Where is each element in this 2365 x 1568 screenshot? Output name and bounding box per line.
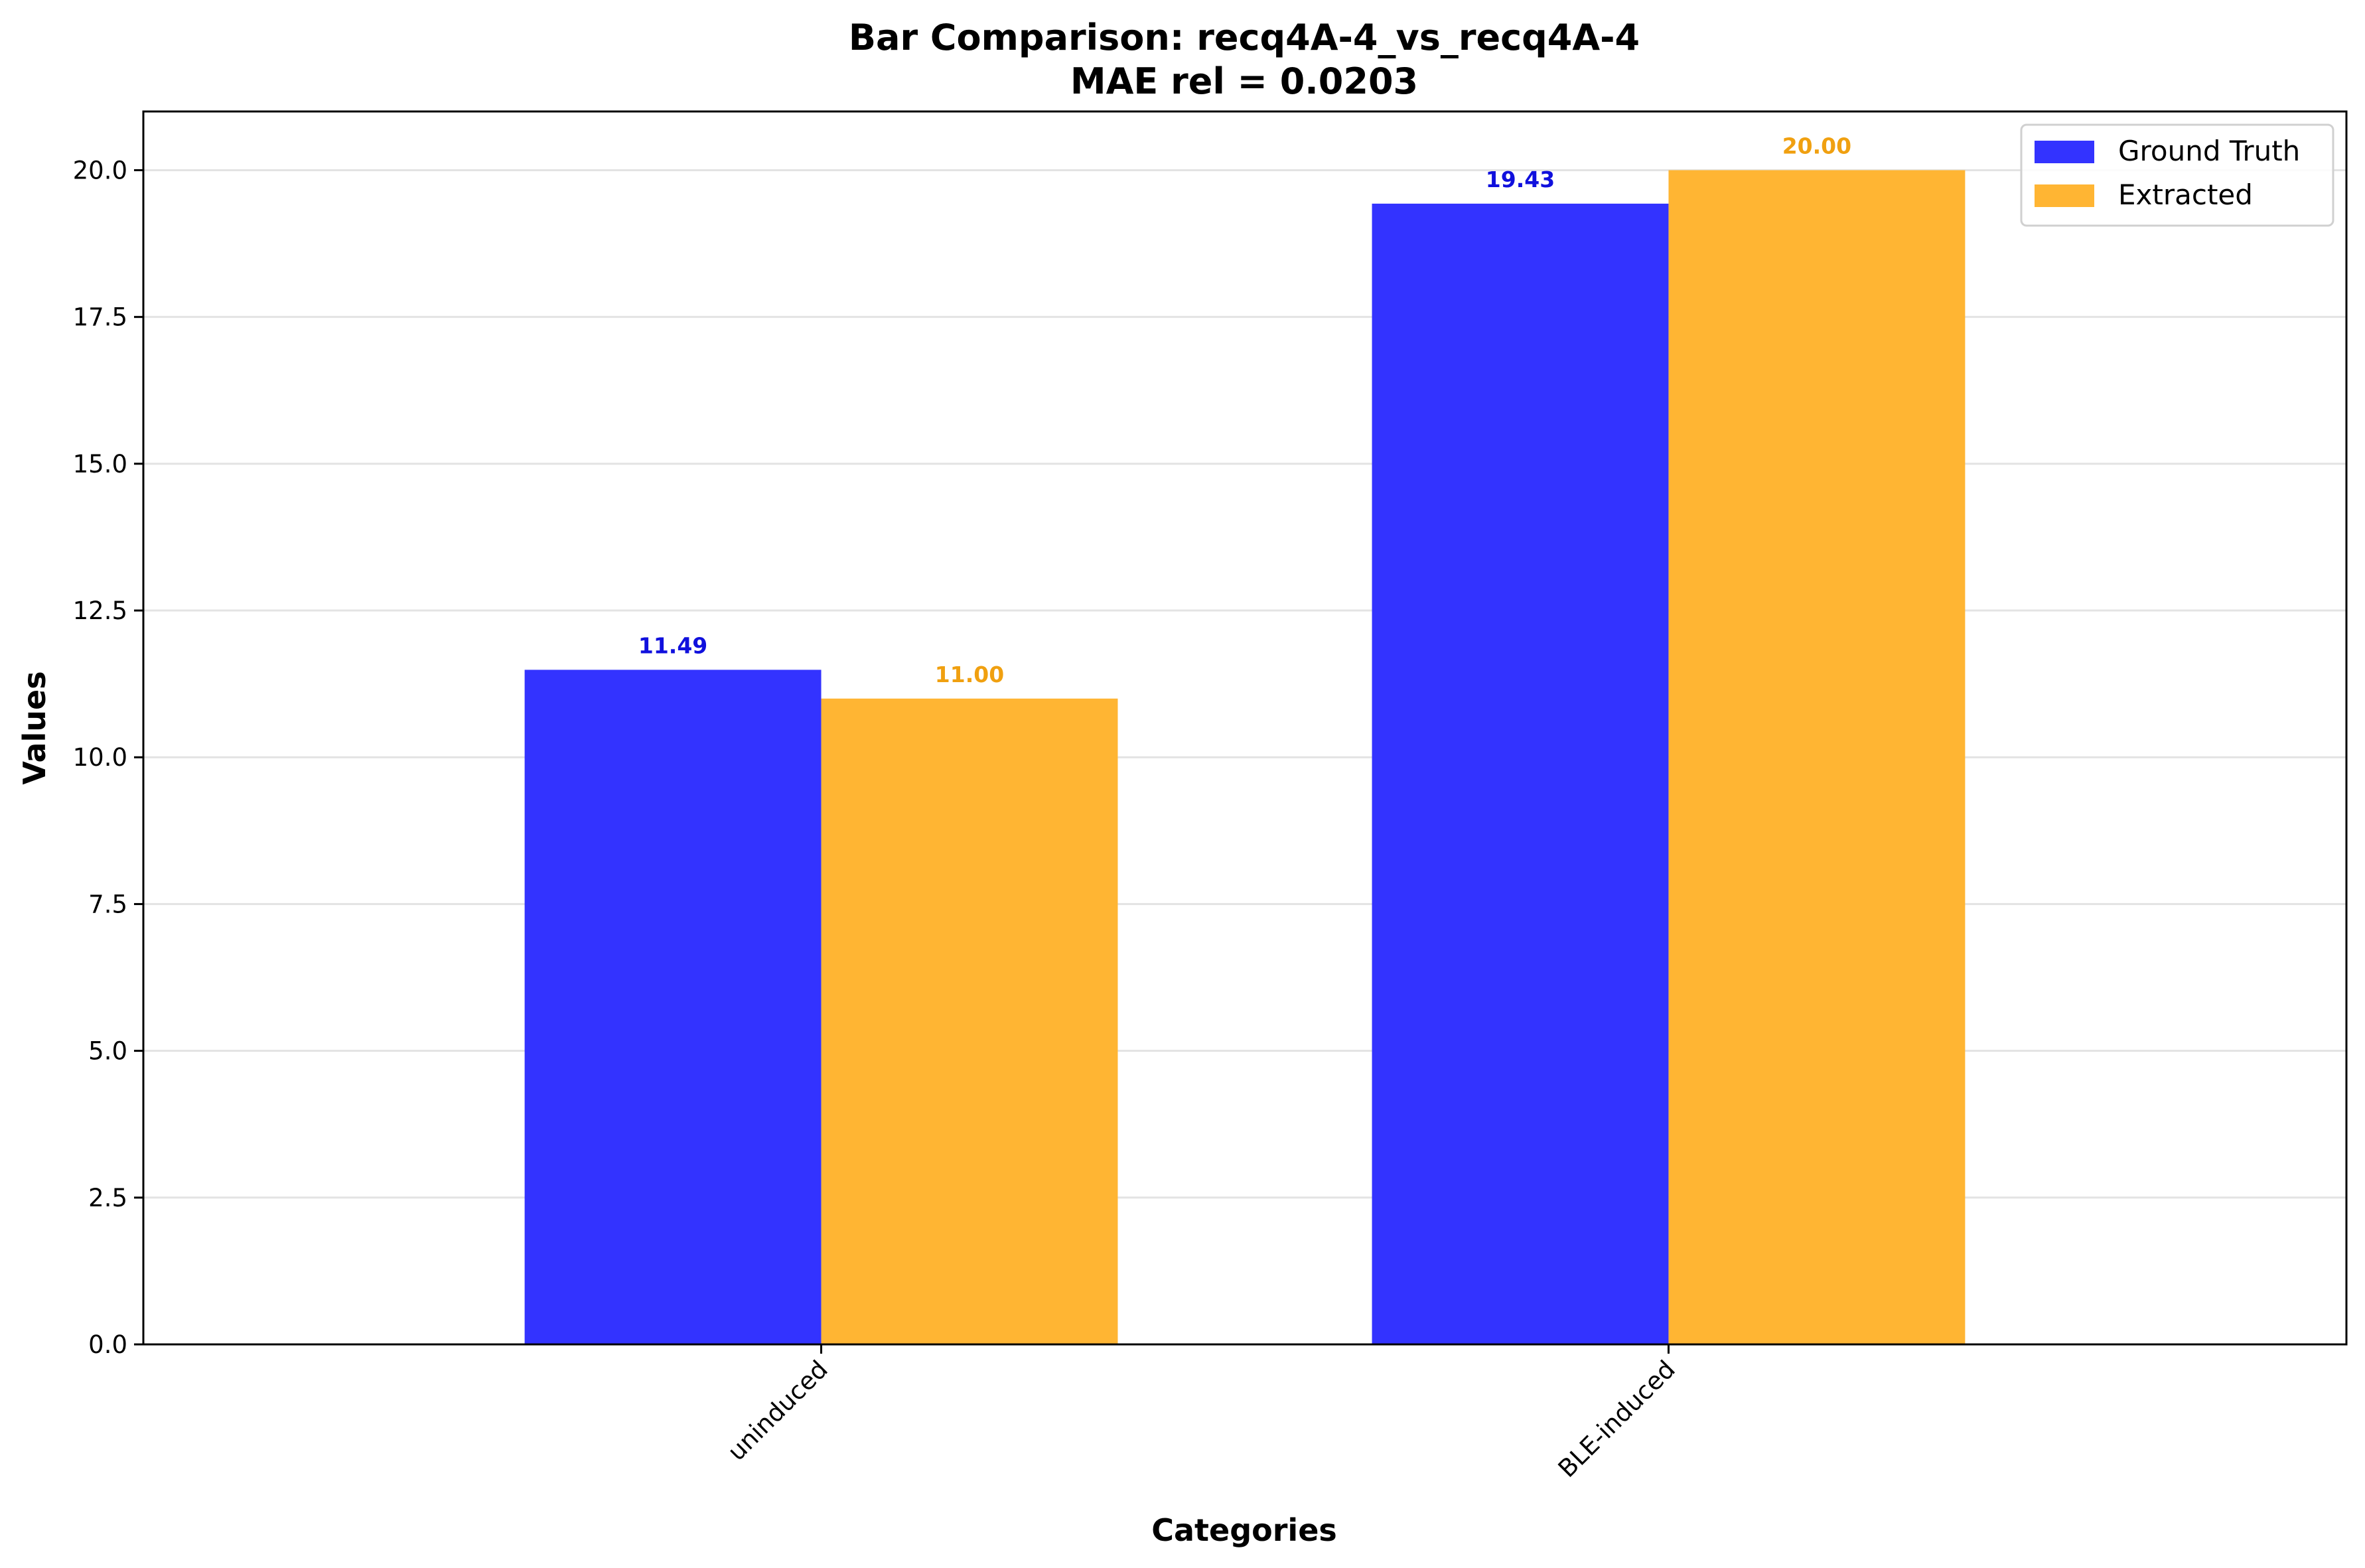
y-tick-label: 5.0	[88, 1037, 127, 1066]
bar-ground-truth-uninduced	[524, 670, 822, 1344]
y-axis-label: Values	[17, 671, 52, 784]
plot-frame	[142, 110, 2348, 1346]
y-tick-label: 2.5	[88, 1184, 127, 1212]
chart-title: Bar Comparison: recq4A-4_vs_recq4A-4	[849, 17, 1640, 58]
x-axis-label: Categories	[1151, 1512, 1337, 1548]
y-tick-label: 12.5	[73, 597, 127, 625]
bar-value-label: 11.00	[935, 662, 1004, 687]
y-axis-ticks: 0.0 2.5 5.0 7.5 10.0 12.5 15.0 17.5 20.0	[73, 156, 143, 1359]
y-tick-label: 10.0	[73, 743, 127, 772]
legend-entry: Ground Truth	[2118, 135, 2300, 167]
y-tick-label: 15.0	[73, 450, 127, 478]
bar-extracted-ble-induced	[1668, 170, 1966, 1344]
bar-ground-truth-ble-induced	[1372, 203, 1669, 1345]
bars	[524, 170, 1966, 1345]
bar-extracted-uninduced	[821, 698, 1118, 1344]
bar-value-label: 19.43	[1486, 167, 1555, 192]
legend-swatch	[2035, 141, 2094, 163]
legend-box	[2020, 123, 2334, 227]
y-tick-label: 17.5	[73, 303, 127, 332]
legend: Ground Truth Extracted	[2020, 123, 2334, 227]
bar-value-label: 11.49	[638, 632, 707, 658]
y-tick-label: 0.0	[88, 1330, 127, 1359]
bar-value-label: 20.00	[1782, 133, 1851, 159]
y-tick-label: 7.5	[88, 890, 127, 918]
y-tick-label: 20.0	[73, 156, 127, 184]
y-gridlines	[143, 169, 2346, 1346]
chart-subtitle: MAE rel = 0.0203	[1070, 60, 1418, 102]
bar-value-labels: 11.49 11.00 19.43 20.00	[638, 133, 1851, 687]
legend-swatch	[2035, 184, 2094, 207]
legend-entry: Extracted	[2118, 178, 2253, 211]
